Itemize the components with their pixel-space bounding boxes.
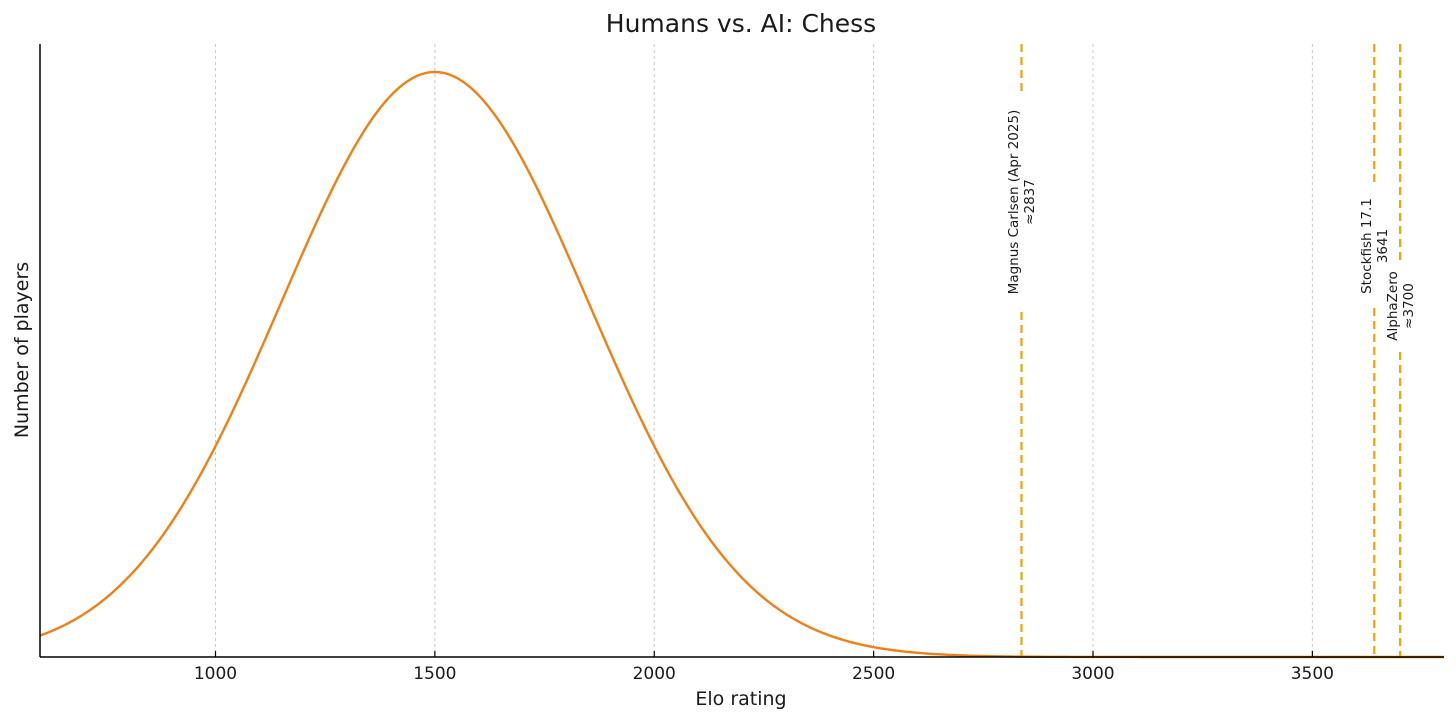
x-tick-label: 1000	[194, 664, 237, 684]
marker-label: AlphaZero≈3700	[1385, 271, 1417, 340]
distribution-curve	[39, 70, 1444, 659]
distribution-curve-group	[39, 70, 1444, 659]
marker-label: Magnus Carlsen (Apr 2025)≈2837	[1006, 110, 1038, 295]
x-tick-label: 3500	[1291, 664, 1334, 684]
marker-line: AlphaZero≈3700	[1385, 44, 1417, 657]
x-tick-label: 2500	[852, 664, 895, 684]
chart-title: Humans vs. AI: Chess	[606, 9, 876, 38]
grid-lines	[215, 44, 1313, 657]
x-tick-label: 1500	[413, 664, 456, 684]
marker-line: Stockfish 17.13641	[1359, 44, 1391, 657]
x-tick-label: 3000	[1071, 664, 1114, 684]
x-axis-label: Elo rating	[695, 688, 786, 710]
marker-line: Magnus Carlsen (Apr 2025)≈2837	[1006, 44, 1038, 657]
marker-label: Stockfish 17.13641	[1359, 198, 1391, 294]
x-tick-label: 2000	[633, 664, 676, 684]
marker-lines-group: Magnus Carlsen (Apr 2025)≈2837 Stockfish …	[1006, 44, 1417, 657]
y-axis-label: Number of players	[11, 262, 33, 438]
x-ticks-group: 1000 1500 2000 2500 3000 3500	[194, 651, 1334, 684]
